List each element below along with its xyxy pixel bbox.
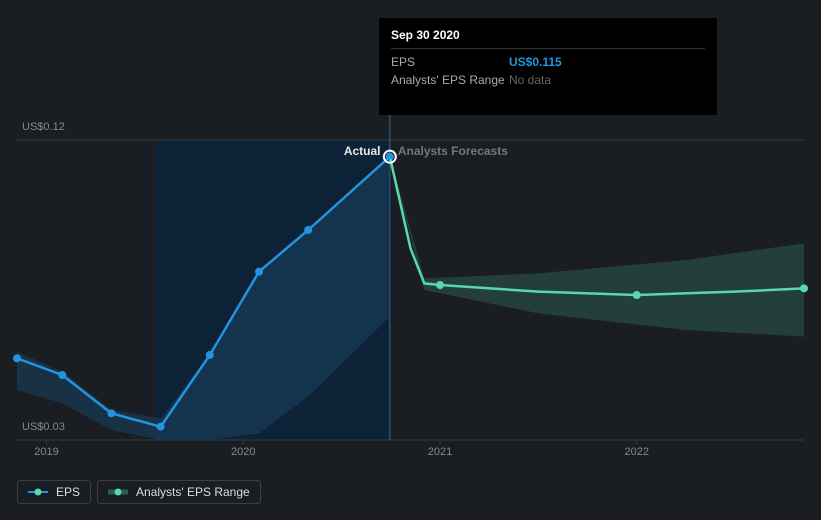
forecast-region-label: Analysts Forecasts [398,144,508,158]
y-tick-label: US$0.12 [22,121,65,133]
tooltip-eps-value: US$0.115 [509,53,562,71]
tooltip-range-value: No data [509,71,551,89]
x-tick-label: 2021 [428,446,452,458]
legend-label: Analysts' EPS Range [136,485,250,499]
y-tick-label: US$0.03 [22,421,65,433]
legend-swatch-eps [28,487,48,497]
legend-label: EPS [56,485,80,499]
x-tick-label: 2020 [231,446,255,458]
x-tick-label: 2019 [34,446,58,458]
legend-swatch-range [108,487,128,497]
eps-chart-container: US$0.12 US$0.03 2019 2020 2021 2022 Actu… [0,0,821,520]
tooltip-date: Sep 30 2020 [391,26,705,49]
tooltip-eps-label: EPS [391,53,509,71]
tooltip-range-label: Analysts' EPS Range [391,71,509,89]
legend-item-eps[interactable]: EPS [17,480,91,504]
legend: EPS Analysts' EPS Range [17,480,261,504]
x-tick-label: 2022 [625,446,649,458]
legend-item-range[interactable]: Analysts' EPS Range [97,480,261,504]
actual-region-label: Actual [344,144,381,158]
chart-tooltip: Sep 30 2020 EPS US$0.115 Analysts' EPS R… [379,18,717,115]
